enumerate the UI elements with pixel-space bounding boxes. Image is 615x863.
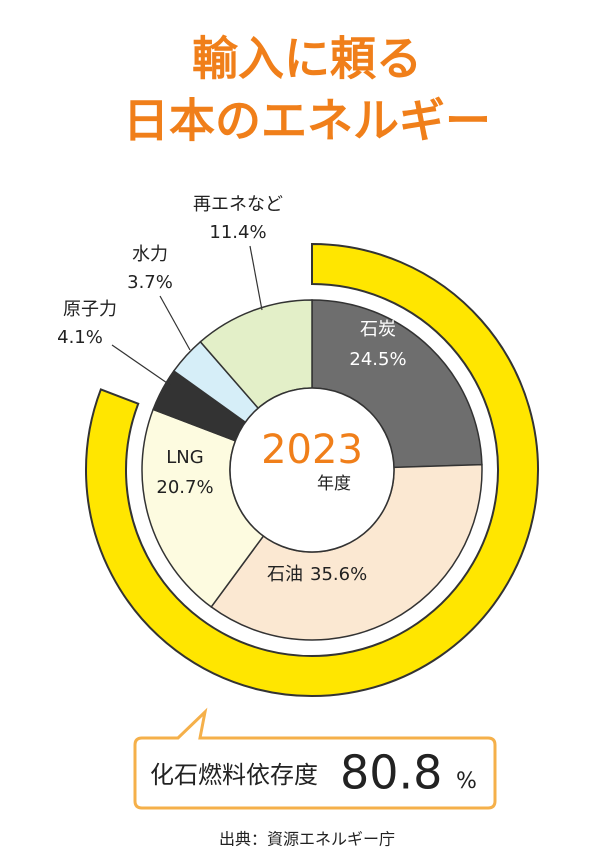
slice-value: 3.7% xyxy=(127,272,173,293)
dependency-value: 80.8 xyxy=(340,746,442,800)
title-line: 輸入に頼る xyxy=(192,32,422,86)
dependency-label: 化石燃料依存度 xyxy=(150,761,318,789)
slice-value: 24.5% xyxy=(349,349,406,370)
dependency-unit: % xyxy=(456,769,477,794)
slice-value: 20.7% xyxy=(156,477,213,498)
center-suffix: 年度 xyxy=(317,474,351,494)
slice-value: 4.1% xyxy=(57,327,103,348)
slice-name: LNG xyxy=(166,447,203,468)
slice-name: 石油 xyxy=(267,564,303,585)
title-line: 日本のエネルギー xyxy=(123,94,491,148)
center-year: 2023 xyxy=(261,427,363,473)
center-hole xyxy=(229,387,395,553)
slice-value: 11.4% xyxy=(209,222,266,243)
callout-box xyxy=(133,707,497,810)
slice-name: 再エネなど xyxy=(193,194,283,215)
leader-line xyxy=(111,344,171,386)
slice-name: 石炭 xyxy=(360,319,396,340)
dependency-arc xyxy=(85,242,539,697)
leader-line xyxy=(159,295,191,351)
leader-line xyxy=(249,245,263,311)
slice-value: 35.6% xyxy=(310,564,367,585)
source: 出典：資源エネルギー庁 xyxy=(219,830,395,849)
slice-name: 水力 xyxy=(132,244,168,265)
slice-name: 原子力 xyxy=(63,299,117,320)
